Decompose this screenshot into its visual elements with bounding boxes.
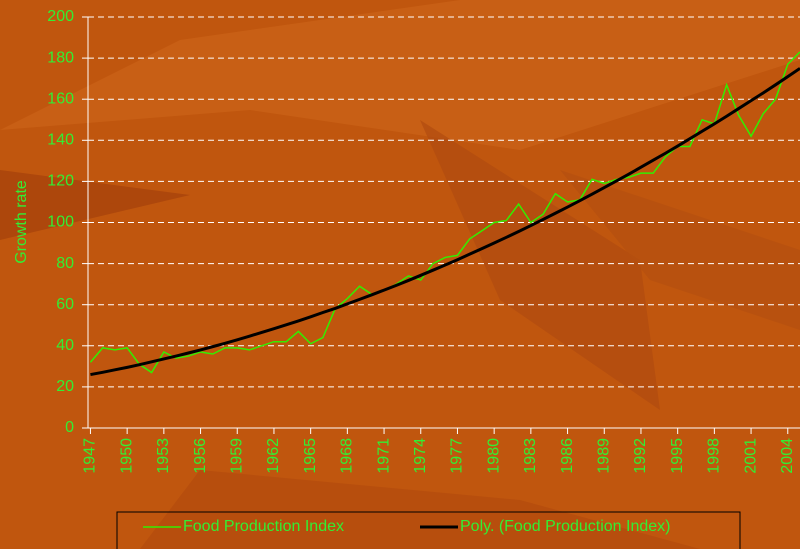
x-tick-label: 2004 bbox=[779, 438, 796, 474]
series-line bbox=[90, 67, 800, 377]
x-tick-label: 1956 bbox=[192, 438, 209, 474]
x-tick-label: 1995 bbox=[669, 438, 686, 474]
bg-shape bbox=[140, 470, 700, 549]
legend-label: Food Production Index bbox=[183, 518, 344, 535]
bg-shape bbox=[0, 0, 800, 150]
bg-shape bbox=[0, 170, 190, 240]
y-tick-label: 40 bbox=[56, 337, 74, 354]
x-tick-label: 1989 bbox=[595, 438, 612, 474]
x-tick-label: 1947 bbox=[82, 438, 99, 474]
x-tick-label: 2001 bbox=[742, 438, 759, 474]
x-tick-label: 1986 bbox=[559, 438, 576, 474]
legend: Food Production Index Poly. (Food Product… bbox=[143, 518, 670, 535]
legend-label: Poly. (Food Production Index) bbox=[460, 518, 670, 535]
y-tick-label: 180 bbox=[47, 49, 74, 66]
x-tick-label: 1992 bbox=[632, 438, 649, 474]
x-tick-label: 1971 bbox=[375, 438, 392, 474]
y-tick-label: 120 bbox=[47, 173, 74, 190]
x-tick-label: 1983 bbox=[522, 438, 539, 474]
plot: 0 20 40 60 80 100 120 140 160 180 200 1947 1950 1953 1… bbox=[47, 8, 800, 474]
y-tick-label: 20 bbox=[56, 378, 74, 395]
x-tick-label: 1974 bbox=[412, 438, 429, 474]
x-tick-label: 1968 bbox=[339, 438, 356, 474]
y-tick-label: 140 bbox=[47, 132, 74, 149]
y-tick-label: 80 bbox=[56, 255, 74, 272]
y-tick-label: 100 bbox=[47, 214, 74, 231]
x-tick-label: 1950 bbox=[118, 438, 135, 474]
x-tick-label: 1953 bbox=[155, 438, 172, 474]
series-line bbox=[89, 51, 800, 374]
x-tick-label: 1980 bbox=[485, 438, 502, 474]
y-tick-label: 0 bbox=[65, 419, 74, 436]
y-tick-label: 160 bbox=[47, 90, 74, 107]
x-tick-label: 1962 bbox=[265, 438, 282, 474]
x-tick-label: 1998 bbox=[706, 438, 723, 474]
y-axis-title: Growth rate bbox=[13, 180, 30, 264]
bg-shape bbox=[560, 170, 800, 330]
y-tick-label: 200 bbox=[47, 8, 74, 25]
legend-box bbox=[116, 511, 741, 549]
x-tick-label: 1977 bbox=[449, 438, 466, 474]
y-tick-label: 60 bbox=[56, 296, 74, 313]
bg-shape bbox=[420, 120, 660, 410]
x-tick-label: 1965 bbox=[302, 438, 319, 474]
x-tick-label: 1959 bbox=[228, 438, 245, 474]
